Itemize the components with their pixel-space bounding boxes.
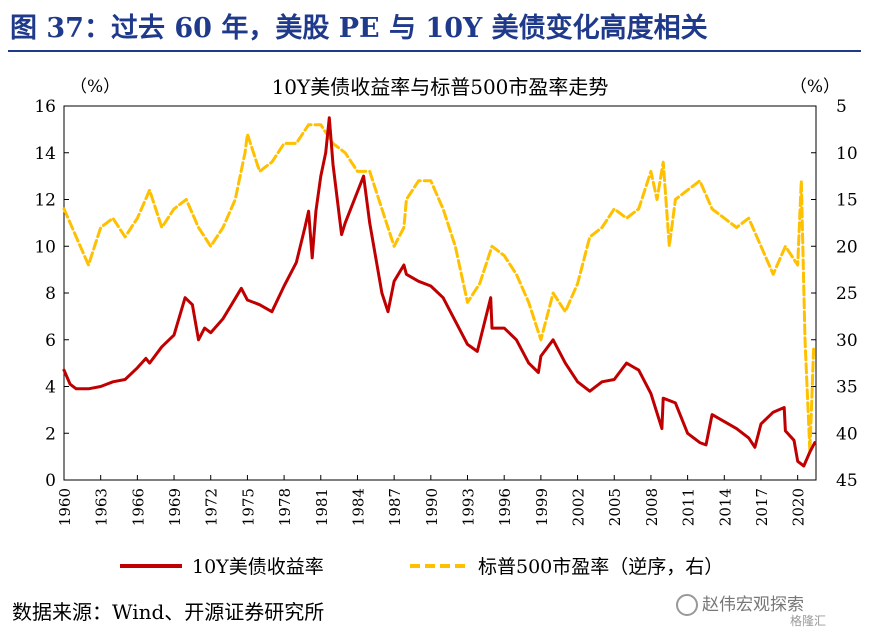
right-tick-label: 30 — [836, 331, 858, 351]
left-tick-label: 4 — [45, 378, 56, 398]
right-axis-unit: （%） — [790, 77, 840, 97]
x-tick-label: 1993 — [460, 488, 478, 526]
right-tick-label: 25 — [836, 284, 858, 304]
right-axis: 5 10 15 20 25 30 35 40 45 — [811, 97, 858, 491]
left-axis-unit: （%） — [70, 77, 120, 97]
left-tick-label: 12 — [34, 191, 56, 211]
x-tick-label: 2002 — [570, 488, 588, 526]
watermark: 赵伟宏观探索 — [676, 590, 804, 616]
right-tick-label: 35 — [836, 378, 858, 398]
legend-label-treasury: 10Y美债收益率 — [192, 556, 324, 578]
right-tick-label: 20 — [836, 237, 858, 257]
x-tick-label: 1984 — [349, 488, 367, 526]
right-tick-label: 15 — [836, 191, 858, 211]
x-tick-label: 1966 — [129, 488, 147, 526]
figure-title: 图 37：过去 60 年，美股 PE 与 10Y 美债变化高度相关 — [10, 13, 708, 44]
watermark-text: 赵伟宏观探索 — [702, 595, 804, 615]
source-note: 数据来源：Wind、开源证券研究所 — [12, 600, 325, 624]
x-tick-label: 1981 — [313, 488, 331, 526]
x-tick-label: 1978 — [276, 488, 294, 526]
x-tick-label: 1987 — [386, 488, 404, 526]
left-tick-label: 6 — [45, 331, 56, 351]
x-tick-label: 2020 — [790, 488, 808, 526]
legend: 10Y美债收益率 标普500市盈率（逆序，右） — [120, 556, 723, 578]
left-tick-label: 0 — [45, 471, 56, 491]
legend-label-pe: 标普500市盈率（逆序，右） — [478, 556, 723, 578]
x-tick-label: 1969 — [166, 488, 184, 526]
x-tick-label: 2014 — [716, 488, 734, 526]
series-line-sp500-pe — [62, 123, 816, 454]
x-tick-label: 1972 — [203, 488, 221, 526]
right-tick-label: 5 — [836, 97, 847, 117]
chart-title: 10Y美债收益率与标普500市盈率走势 — [272, 75, 609, 99]
title-rule — [8, 50, 861, 52]
x-tick-label: 2008 — [643, 488, 661, 526]
left-tick-label: 16 — [34, 97, 56, 117]
left-tick-label: 8 — [45, 284, 56, 304]
x-tick-label: 1963 — [93, 488, 111, 526]
x-tick-label: 1960 — [56, 488, 74, 526]
x-tick-label: 2005 — [606, 488, 624, 526]
x-tick-label: 1999 — [533, 488, 551, 526]
x-tick-label: 2011 — [680, 488, 698, 526]
x-tick-label: 1990 — [423, 488, 441, 526]
right-tick-label: 40 — [836, 424, 858, 444]
wechat-icon — [676, 594, 698, 616]
x-axis: 1960 1963 1966 1969 1972 1975 1978 1981 1984 1987… — [56, 475, 808, 526]
series-layer — [62, 116, 817, 468]
left-tick-label: 2 — [45, 424, 56, 444]
left-tick-label: 10 — [34, 237, 56, 257]
x-tick-label: 2017 — [753, 488, 771, 526]
left-axis: 0 2 4 6 8 10 12 14 16 — [34, 97, 69, 491]
watermark-sub: 格隆汇 — [790, 614, 827, 628]
series-line-treasury-yield — [62, 116, 817, 468]
x-tick-label: 1996 — [496, 488, 514, 526]
right-tick-label: 10 — [836, 144, 858, 164]
right-tick-label: 45 — [836, 471, 858, 491]
x-tick-label: 1975 — [239, 488, 257, 526]
left-tick-label: 14 — [34, 144, 56, 164]
